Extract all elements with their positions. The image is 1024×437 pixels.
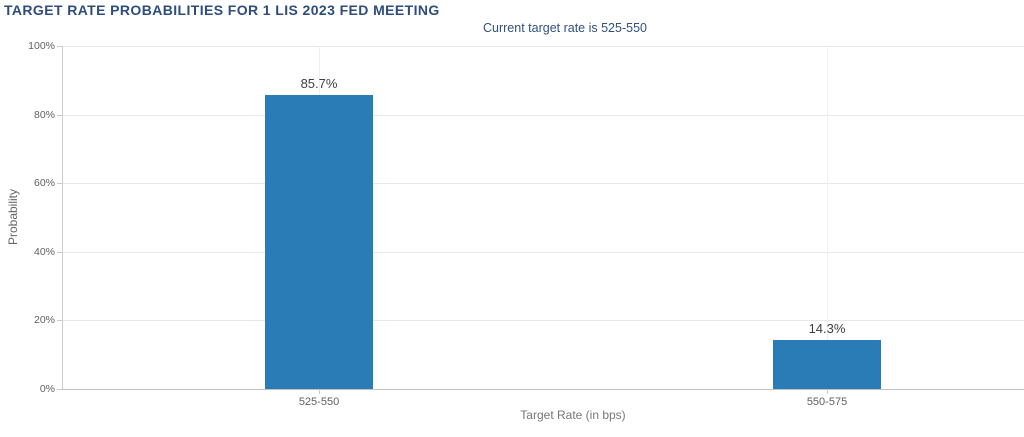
y-tick-label: 80% [33, 108, 55, 121]
grid-line [63, 320, 1024, 322]
grid-line [63, 46, 1024, 47]
y-axis-tick [57, 46, 62, 47]
grid-line [63, 114, 1024, 116]
x-axis-tick [319, 389, 320, 394]
grid-line [63, 251, 1024, 253]
grid-line [63, 183, 1024, 185]
y-tick-label: 0% [39, 383, 55, 395]
y-axis-tick [57, 114, 62, 116]
x-axis-line [62, 389, 1024, 390]
bar [265, 95, 373, 389]
bar-value-label: 85.7% [300, 76, 338, 92]
category-grid-line [827, 46, 828, 389]
y-tick-label: 40% [33, 245, 55, 258]
y-axis-tick [57, 320, 62, 322]
x-category-label: 525-550 [298, 396, 340, 408]
x-category-label: 550-575 [806, 396, 848, 408]
y-axis-tick [57, 389, 62, 390]
chart-title: TARGET RATE PROBABILITIES FOR 1 LIS 2023… [4, 2, 440, 18]
y-axis-title: Probability [6, 188, 20, 246]
x-axis-tick [827, 389, 828, 394]
y-tick-label: 20% [33, 314, 55, 327]
x-axis-title: Target Rate (in bps) [520, 408, 626, 422]
bar-value-label: 14.3% [808, 320, 846, 336]
y-tick-label: 60% [33, 177, 55, 190]
y-axis-tick [57, 183, 62, 185]
y-tick-label: 100% [28, 40, 55, 52]
bar [773, 339, 881, 389]
chart-subtitle: Current target rate is 525-550 [483, 21, 647, 35]
y-axis-line [62, 46, 63, 389]
y-axis-tick [57, 251, 62, 253]
